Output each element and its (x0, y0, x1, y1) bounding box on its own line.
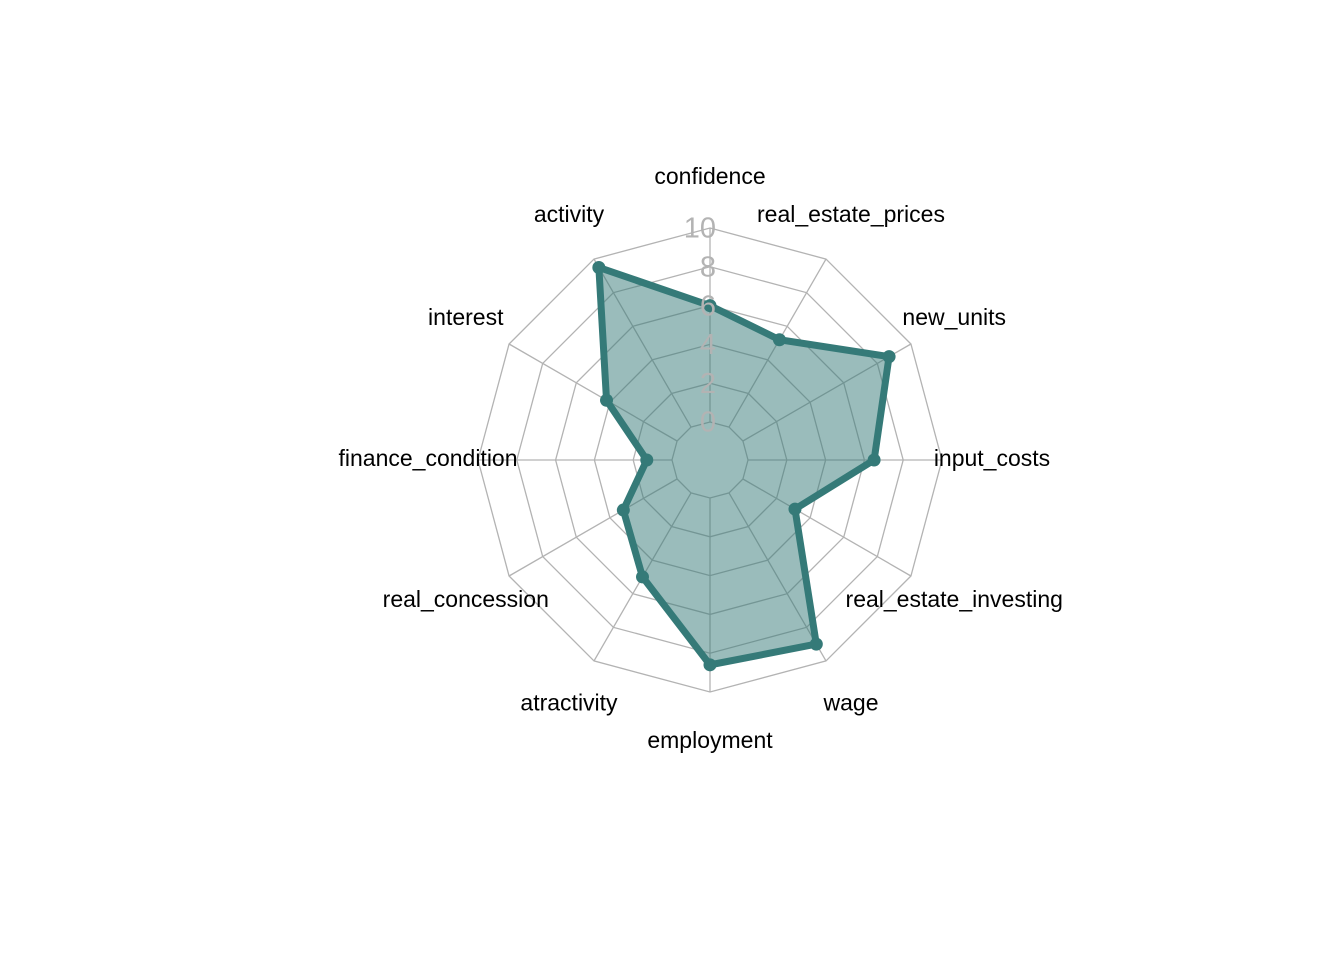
axis-label-activity: activity (534, 201, 605, 227)
axis-label-finance_condition: finance_condition (338, 445, 517, 471)
tick-label-6: 6 (700, 290, 716, 322)
data-point-atractivity (636, 570, 649, 584)
data-point-new_units (882, 350, 896, 364)
data-point-finance_condition (640, 453, 654, 467)
data-point-real_concession (616, 503, 630, 517)
data-point-activity (592, 260, 606, 274)
axis-label-atractivity: atractivity (520, 689, 618, 715)
data-point-confidence (703, 299, 717, 313)
axis-label-wage: wage (823, 689, 879, 715)
axis-label-confidence: confidence (654, 163, 765, 189)
data-point-real_estate_investing (788, 502, 802, 516)
axis-label-real_concession: real_concession (383, 586, 549, 612)
data-point-input_costs (867, 453, 881, 467)
tick-label-10: 10 (684, 213, 716, 245)
axis-label-employment: employment (647, 727, 773, 753)
data-point-real_estate_prices (772, 333, 786, 347)
data-point-wage (809, 637, 823, 651)
data-point-interest (600, 393, 614, 407)
tick-label-0: 0 (700, 407, 716, 439)
axis-label-layer: confidence real_estate_prices new_unitsinp… (338, 163, 1062, 753)
data-point-employment (703, 658, 717, 672)
tick-label-8: 8 (700, 251, 716, 283)
axis-label-new_units: new_units (902, 304, 1006, 330)
tick-label-4: 4 (700, 329, 716, 361)
axis-label-real_estate_investing: real_estate_investing (846, 586, 1063, 612)
axis-label-real_estate_prices: real_estate_prices (757, 201, 945, 227)
tick-layer: 0 2 4 6 8 10 (684, 213, 716, 439)
axis-label-interest: interest (428, 304, 504, 330)
series-layer (592, 260, 896, 672)
axis-label-input_costs: input_costs (934, 445, 1050, 471)
tick-label-2: 2 (700, 368, 716, 400)
